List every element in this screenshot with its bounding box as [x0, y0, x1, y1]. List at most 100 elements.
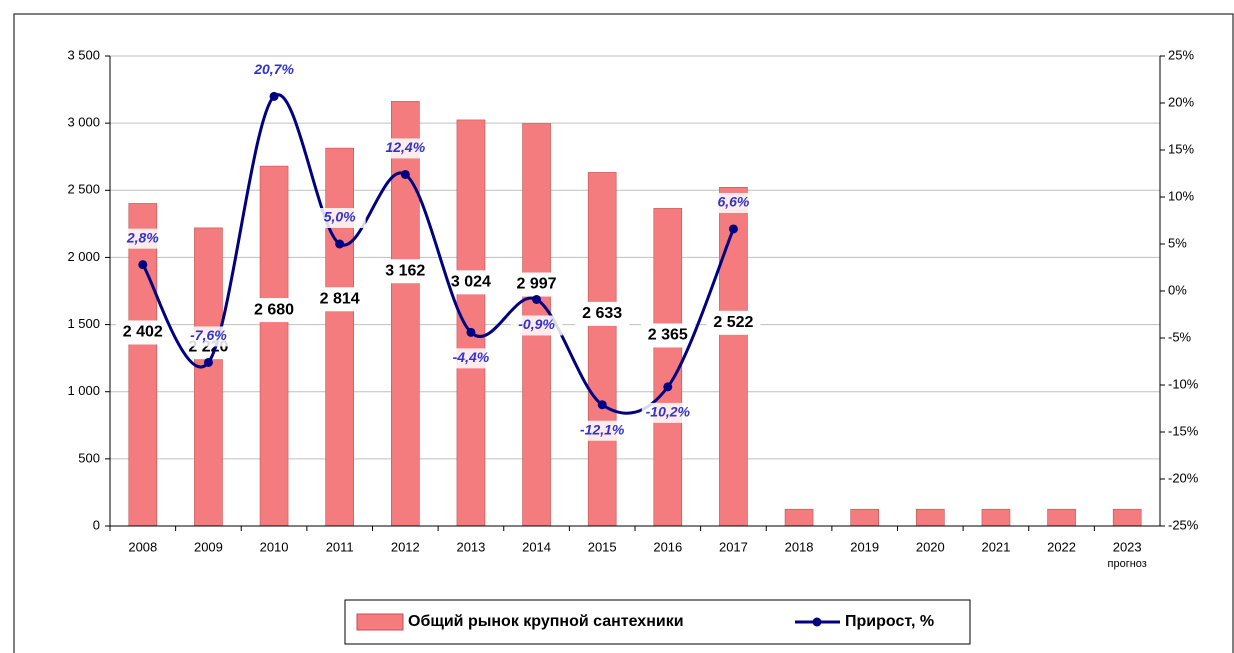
legend-label: Прирост, % — [845, 613, 934, 630]
x-tick-label: 2012 — [391, 539, 420, 554]
bar — [456, 119, 486, 527]
y2-tick-label: -5% — [1168, 329, 1192, 344]
x-tick-label: 2017 — [719, 539, 748, 554]
bar — [587, 172, 617, 527]
bar — [850, 508, 879, 527]
pct-label: 2,8% — [126, 229, 159, 245]
x-tick-label: 2014 — [522, 539, 551, 554]
pct-label-box — [707, 192, 760, 213]
x-tick-label: 2022 — [1047, 539, 1076, 554]
line-marker — [269, 91, 279, 101]
x-tick-label: 2019 — [850, 539, 879, 554]
line-marker — [597, 400, 607, 410]
bar — [916, 508, 945, 527]
value-label: 2 402 — [123, 324, 163, 341]
bar — [784, 508, 814, 527]
value-label: 3 024 — [451, 274, 491, 291]
y2-tick-label: 10% — [1168, 188, 1194, 203]
value-label: 2 365 — [648, 327, 688, 344]
y2-tick-label: -25% — [1168, 517, 1199, 532]
line-marker — [532, 294, 542, 304]
line-marker — [663, 382, 673, 392]
bar — [325, 147, 354, 527]
value-label-box — [706, 310, 761, 335]
pct-label-box — [379, 138, 432, 159]
pct-label-box — [116, 228, 169, 249]
legend-box — [344, 599, 971, 645]
pct-label: -0,9% — [518, 316, 555, 332]
pct-label: -10,2% — [646, 404, 691, 420]
y-tick-label: 2 000 — [67, 249, 100, 264]
x-annotation: прогноз — [1108, 558, 1147, 570]
bar — [128, 203, 158, 527]
x-tick-label: 2008 — [128, 539, 157, 554]
value-label-box — [378, 259, 433, 284]
value-label-box — [575, 301, 630, 326]
pct-label: -4,4% — [453, 349, 490, 365]
x-tick-label: 2015 — [588, 539, 617, 554]
value-label-box — [509, 272, 564, 297]
value-label-box — [640, 323, 695, 348]
value-label-box — [443, 270, 498, 295]
pct-label: 20,7% — [253, 61, 294, 77]
value-label-box — [247, 298, 302, 323]
pct-label: -7,6% — [190, 327, 227, 343]
y2-tick-label: 25% — [1168, 47, 1194, 62]
pct-label-box — [510, 315, 563, 336]
value-label: 2 680 — [254, 301, 294, 318]
bar — [391, 101, 420, 527]
pct-label: -12,1% — [580, 421, 625, 437]
line-marker — [203, 357, 213, 367]
x-tick-label: 2010 — [260, 539, 289, 554]
line-marker — [466, 327, 476, 337]
line-marker — [335, 239, 345, 249]
y2-tick-label: -20% — [1168, 470, 1199, 485]
pct-label: 6,6% — [717, 194, 749, 210]
line-marker — [400, 169, 410, 179]
line-marker — [728, 224, 738, 234]
line — [141, 93, 735, 415]
y-tick-label: 500 — [78, 450, 100, 465]
value-label: 3 162 — [385, 262, 425, 279]
value-label-box — [115, 320, 170, 345]
y-tick-label: 2 500 — [67, 182, 100, 197]
value-label: 2 522 — [713, 314, 753, 331]
line-marker — [138, 260, 148, 270]
value-label: 2 814 — [320, 290, 360, 307]
value-label-box — [312, 287, 367, 312]
y2-tick-label: 0% — [1168, 282, 1187, 297]
y2-tick-label: 5% — [1168, 235, 1187, 250]
y2-tick-label: -15% — [1168, 423, 1199, 438]
pct-label-box — [248, 60, 301, 81]
x-tick-label: 2018 — [785, 539, 814, 554]
legend-marker — [812, 617, 822, 627]
bar — [194, 227, 223, 527]
y-tick-label: 0 — [93, 517, 100, 532]
legend-swatch — [356, 613, 404, 631]
y-tick-label: 3 000 — [67, 115, 100, 130]
value-label: 2 633 — [582, 305, 622, 322]
x-tick-label: 2011 — [326, 539, 354, 554]
bar — [1112, 508, 1142, 527]
x-tick-label: 2013 — [456, 539, 485, 554]
y2-tick-label: -10% — [1168, 376, 1199, 391]
pct-label-box — [444, 348, 497, 369]
bar — [719, 187, 748, 527]
x-tick-label: 2023 — [1113, 539, 1142, 554]
pct-label-box — [641, 402, 694, 423]
bar — [259, 165, 289, 527]
pct-label-box — [313, 208, 366, 228]
x-tick-label: 2009 — [194, 539, 223, 554]
y-tick-label: 1 500 — [67, 316, 100, 331]
pct-label: 5,0% — [324, 209, 356, 225]
y-tick-label: 1 000 — [67, 383, 100, 398]
bar — [981, 508, 1011, 527]
y-tick-label: 3 500 — [67, 47, 100, 62]
legend-label: Общий рынок крупной сантехники — [408, 613, 684, 630]
pct-label: 12,4% — [385, 139, 425, 155]
y2-tick-label: 15% — [1168, 141, 1194, 156]
bar — [653, 208, 683, 527]
pct-label-box — [182, 326, 235, 347]
x-tick-label: 2020 — [916, 539, 945, 554]
